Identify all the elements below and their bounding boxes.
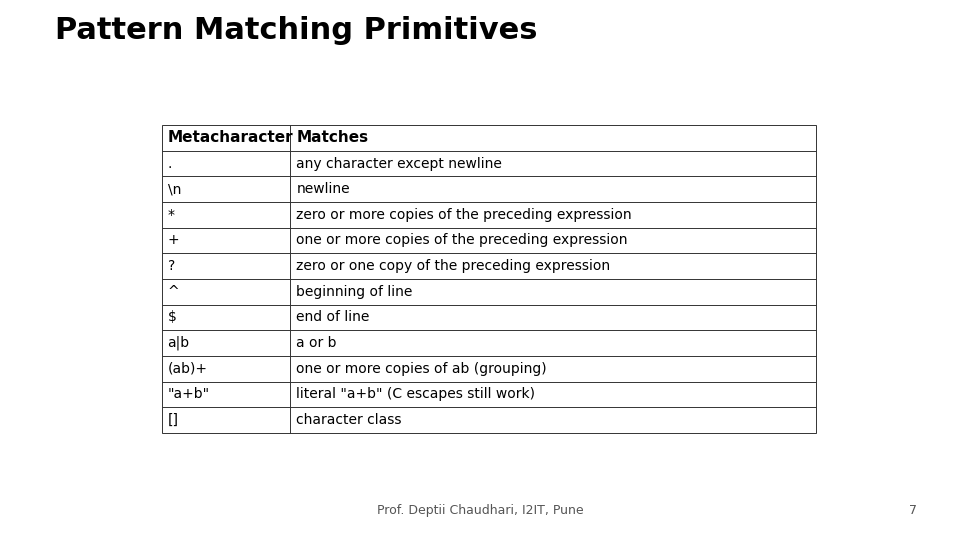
Text: $: $ xyxy=(168,310,177,325)
Text: ^: ^ xyxy=(168,285,180,299)
Text: Pattern Matching Primitives: Pattern Matching Primitives xyxy=(55,16,538,45)
Text: zero or more copies of the preceding expression: zero or more copies of the preceding exp… xyxy=(297,208,632,222)
Text: Prof. Deptii Chaudhari, I2IT, Pune: Prof. Deptii Chaudhari, I2IT, Pune xyxy=(376,504,584,517)
Text: ?: ? xyxy=(168,259,175,273)
Text: Matches: Matches xyxy=(297,131,369,145)
Text: end of line: end of line xyxy=(297,310,370,325)
Text: literal "a+b" (C escapes still work): literal "a+b" (C escapes still work) xyxy=(297,387,536,401)
Text: +: + xyxy=(168,233,180,247)
Text: .: . xyxy=(168,157,172,171)
Text: \n: \n xyxy=(168,182,181,196)
Text: newline: newline xyxy=(297,182,350,196)
Text: beginning of line: beginning of line xyxy=(297,285,413,299)
Text: a or b: a or b xyxy=(297,336,337,350)
Text: any character except newline: any character except newline xyxy=(297,157,502,171)
Text: zero or one copy of the preceding expression: zero or one copy of the preceding expres… xyxy=(297,259,611,273)
Text: "a+b": "a+b" xyxy=(168,387,209,401)
Text: one or more copies of the preceding expression: one or more copies of the preceding expr… xyxy=(297,233,628,247)
Text: a|b: a|b xyxy=(168,336,190,350)
Text: Metacharacter: Metacharacter xyxy=(168,131,293,145)
Text: (ab)+: (ab)+ xyxy=(168,362,207,376)
Text: 7: 7 xyxy=(909,504,917,517)
Text: character class: character class xyxy=(297,413,402,427)
Text: []: [] xyxy=(168,413,179,427)
Text: one or more copies of ab (grouping): one or more copies of ab (grouping) xyxy=(297,362,547,376)
Text: *: * xyxy=(168,208,175,222)
